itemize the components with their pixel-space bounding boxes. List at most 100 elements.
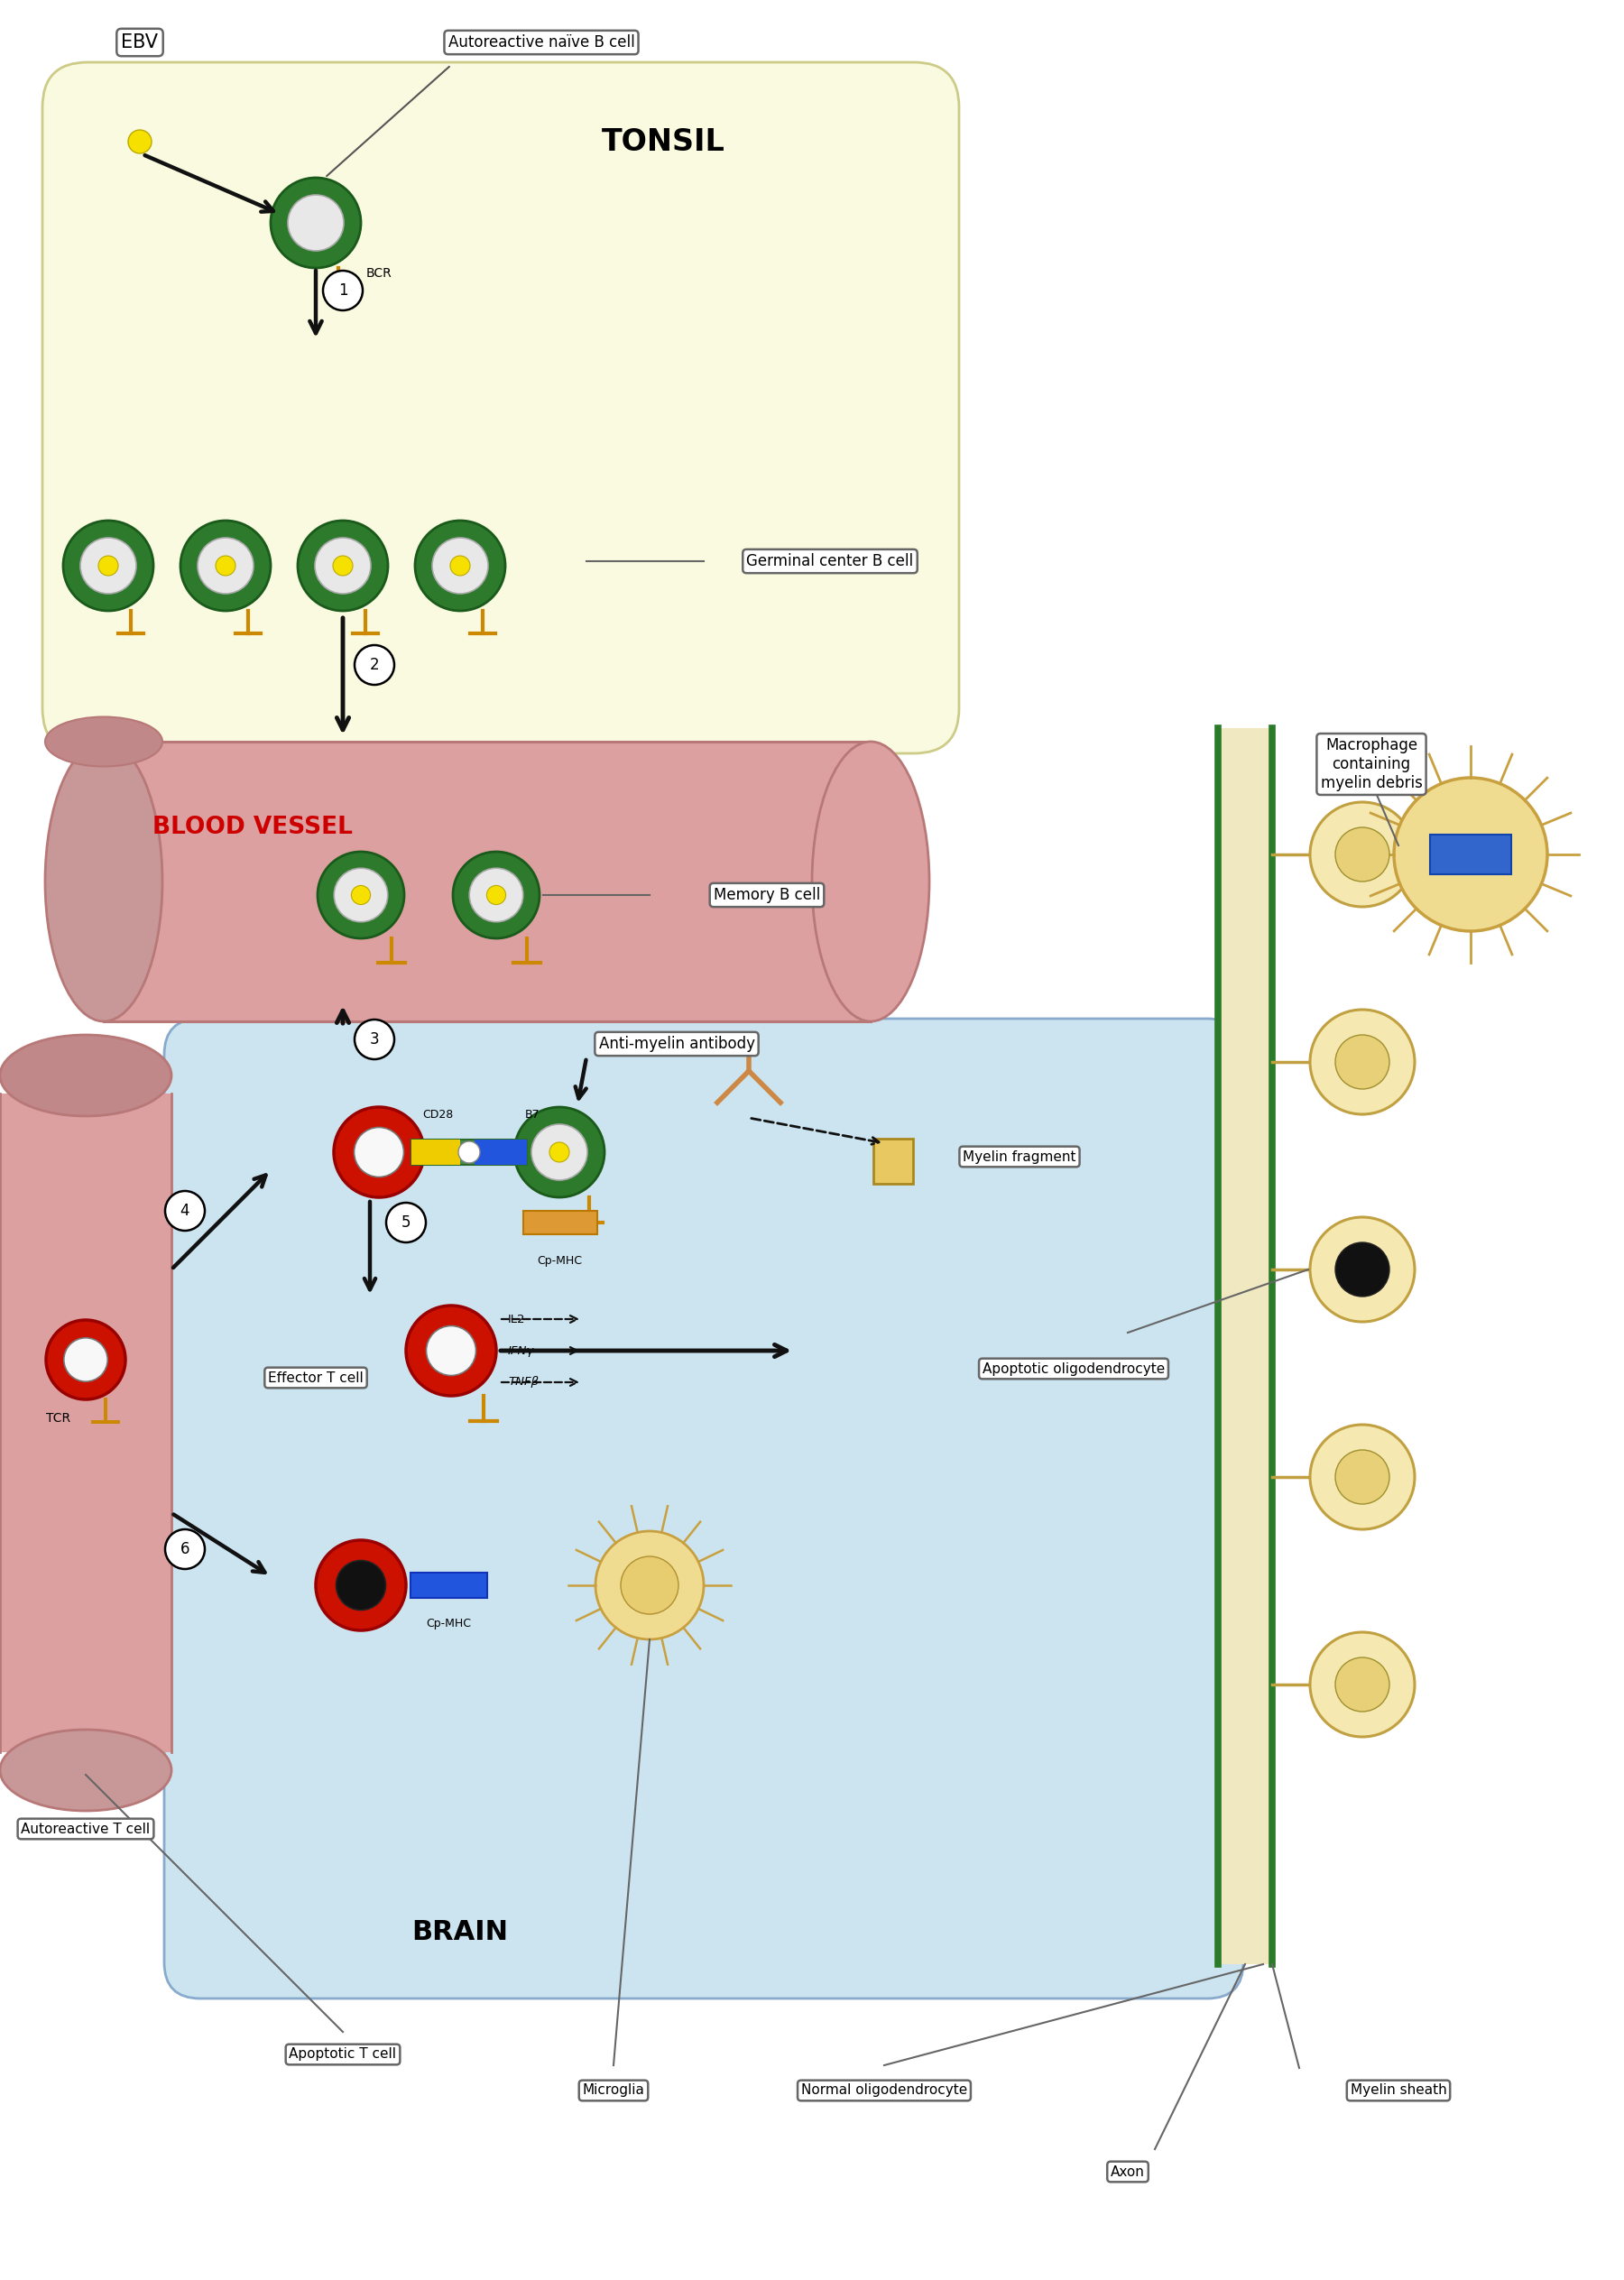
Ellipse shape xyxy=(45,716,162,766)
Circle shape xyxy=(596,1532,703,1639)
Text: Microglia: Microglia xyxy=(583,2084,645,2098)
Circle shape xyxy=(1311,1218,1415,1322)
FancyBboxPatch shape xyxy=(42,62,960,752)
Circle shape xyxy=(63,520,153,611)
Text: TONSIL: TONSIL xyxy=(601,128,724,157)
Circle shape xyxy=(166,1190,205,1231)
Text: Autoreactive T cell: Autoreactive T cell xyxy=(21,1822,151,1835)
Text: Germinal center B cell: Germinal center B cell xyxy=(747,554,914,570)
Bar xyxy=(104,741,870,1021)
Text: Axon: Axon xyxy=(1111,2166,1145,2177)
Text: 2: 2 xyxy=(370,657,380,673)
Text: Memory B cell: Memory B cell xyxy=(713,887,820,903)
Circle shape xyxy=(180,520,271,611)
FancyBboxPatch shape xyxy=(164,1019,1244,2000)
Text: Apoptotic T cell: Apoptotic T cell xyxy=(289,2047,396,2061)
Circle shape xyxy=(315,538,370,593)
Circle shape xyxy=(1335,1658,1390,1712)
Circle shape xyxy=(1311,803,1415,907)
Text: IFNγ: IFNγ xyxy=(508,1345,534,1357)
Circle shape xyxy=(216,556,235,575)
Circle shape xyxy=(45,1320,125,1400)
Text: B7: B7 xyxy=(525,1108,539,1119)
Circle shape xyxy=(620,1557,679,1614)
Bar xyxy=(0,1094,172,1753)
Circle shape xyxy=(406,1306,497,1395)
Circle shape xyxy=(450,556,469,575)
Circle shape xyxy=(458,1142,481,1163)
Circle shape xyxy=(515,1108,604,1197)
Text: EBV: EBV xyxy=(122,34,159,52)
Text: Anti-myelin antibody: Anti-myelin antibody xyxy=(599,1035,755,1051)
Bar xyxy=(1218,727,1272,1963)
Circle shape xyxy=(1311,1425,1415,1530)
Bar xyxy=(411,1573,487,1598)
Circle shape xyxy=(1311,1632,1415,1737)
Circle shape xyxy=(425,1327,476,1375)
Text: Macrophage
containing
myelin debris: Macrophage containing myelin debris xyxy=(1320,736,1423,791)
Circle shape xyxy=(128,130,151,153)
Text: 3: 3 xyxy=(370,1031,380,1047)
Circle shape xyxy=(166,1530,205,1569)
Circle shape xyxy=(1311,1010,1415,1115)
Bar xyxy=(874,1138,913,1183)
Circle shape xyxy=(1335,828,1390,882)
Bar xyxy=(474,1140,526,1165)
Bar xyxy=(411,1140,526,1165)
Circle shape xyxy=(487,885,505,905)
Circle shape xyxy=(80,538,136,593)
Text: Apoptotic oligodendrocyte: Apoptotic oligodendrocyte xyxy=(983,1361,1164,1375)
Text: Normal oligodendrocyte: Normal oligodendrocyte xyxy=(801,2084,968,2098)
Circle shape xyxy=(432,538,489,593)
Bar xyxy=(411,1140,460,1165)
Circle shape xyxy=(287,194,344,251)
Text: CD28: CD28 xyxy=(422,1108,453,1119)
Circle shape xyxy=(315,1541,406,1630)
Circle shape xyxy=(469,869,523,921)
Ellipse shape xyxy=(0,1731,172,1810)
Circle shape xyxy=(351,885,370,905)
Circle shape xyxy=(335,1108,424,1197)
Text: 4: 4 xyxy=(180,1204,190,1220)
Circle shape xyxy=(318,853,404,939)
Circle shape xyxy=(354,1126,404,1176)
Text: 6: 6 xyxy=(180,1541,190,1557)
Text: Cp-MHC: Cp-MHC xyxy=(425,1617,471,1628)
Text: Cp-MHC: Cp-MHC xyxy=(538,1254,581,1265)
Circle shape xyxy=(416,520,505,611)
Circle shape xyxy=(354,1019,395,1060)
Text: Myelin sheath: Myelin sheath xyxy=(1350,2084,1447,2098)
Text: BCR: BCR xyxy=(367,267,393,280)
Text: 1: 1 xyxy=(338,283,348,299)
Circle shape xyxy=(549,1142,570,1163)
Circle shape xyxy=(336,1560,387,1610)
Text: IL2: IL2 xyxy=(508,1313,526,1325)
Ellipse shape xyxy=(0,1035,172,1117)
Text: Autoreactive naïve B cell: Autoreactive naïve B cell xyxy=(448,34,635,50)
Circle shape xyxy=(1335,1243,1390,1297)
Circle shape xyxy=(198,538,253,593)
Circle shape xyxy=(333,556,352,575)
Circle shape xyxy=(63,1338,107,1382)
Circle shape xyxy=(354,645,395,684)
Circle shape xyxy=(531,1124,588,1181)
Ellipse shape xyxy=(45,741,162,1021)
Circle shape xyxy=(297,520,388,611)
Text: BLOOD VESSEL: BLOOD VESSEL xyxy=(153,816,352,839)
Circle shape xyxy=(335,869,388,921)
Text: 5: 5 xyxy=(401,1215,411,1231)
Bar xyxy=(523,1211,598,1233)
Circle shape xyxy=(1335,1450,1390,1505)
Circle shape xyxy=(271,178,361,269)
Text: TCR: TCR xyxy=(47,1411,71,1425)
Circle shape xyxy=(99,556,119,575)
Circle shape xyxy=(323,271,362,310)
Text: BRAIN: BRAIN xyxy=(412,1920,508,1945)
Text: Myelin fragment: Myelin fragment xyxy=(963,1149,1077,1163)
Ellipse shape xyxy=(812,741,929,1021)
Circle shape xyxy=(387,1204,425,1243)
Bar xyxy=(1431,834,1512,873)
Circle shape xyxy=(453,853,539,939)
Text: TNFβ: TNFβ xyxy=(508,1377,539,1389)
Circle shape xyxy=(1335,1035,1390,1090)
